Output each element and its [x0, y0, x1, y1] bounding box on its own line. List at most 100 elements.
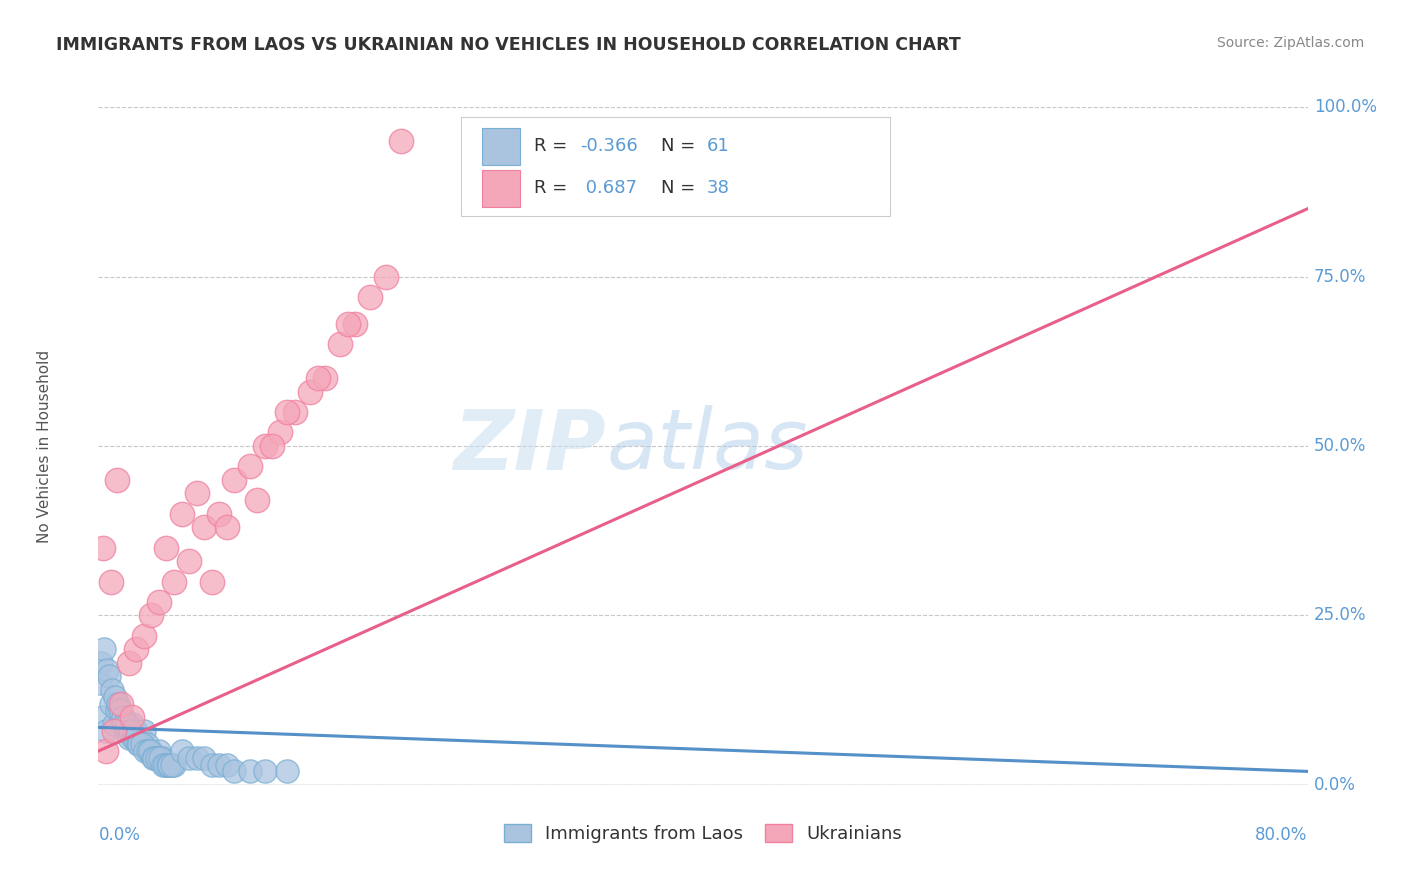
- Point: [93, 642, 115, 657]
- Point: [208, 507, 231, 521]
- Point: [314, 371, 336, 385]
- Point: [224, 764, 246, 779]
- Point: [129, 731, 152, 745]
- Point: [141, 608, 163, 623]
- Text: 38: 38: [707, 179, 730, 197]
- Point: [179, 751, 201, 765]
- Point: [215, 520, 238, 534]
- Point: [329, 337, 352, 351]
- Text: N =: N =: [661, 179, 700, 197]
- Point: [344, 317, 367, 331]
- Point: [201, 757, 224, 772]
- Point: [307, 371, 329, 385]
- Point: [124, 731, 146, 745]
- Point: [186, 751, 208, 765]
- Point: [91, 710, 114, 724]
- Point: [152, 757, 174, 772]
- Point: [94, 723, 117, 738]
- Point: [208, 757, 231, 772]
- Point: [100, 697, 122, 711]
- Point: [110, 710, 132, 724]
- Point: [149, 751, 172, 765]
- Text: ZIP: ZIP: [454, 406, 606, 486]
- Text: -0.366: -0.366: [579, 137, 637, 155]
- Point: [105, 473, 128, 487]
- Point: [136, 744, 159, 758]
- Point: [276, 764, 298, 779]
- Point: [132, 629, 155, 643]
- Point: [276, 405, 298, 419]
- Point: [104, 690, 127, 704]
- Text: IMMIGRANTS FROM LAOS VS UKRAINIAN NO VEHICLES IN HOUSEHOLD CORRELATION CHART: IMMIGRANTS FROM LAOS VS UKRAINIAN NO VEH…: [56, 36, 960, 54]
- Text: 50.0%: 50.0%: [1313, 437, 1367, 455]
- FancyBboxPatch shape: [482, 169, 520, 207]
- Point: [105, 703, 128, 717]
- Point: [162, 757, 184, 772]
- FancyBboxPatch shape: [461, 117, 890, 216]
- Point: [360, 290, 382, 304]
- Point: [115, 717, 138, 731]
- Point: [127, 737, 149, 751]
- Point: [128, 737, 150, 751]
- Point: [89, 676, 111, 690]
- Point: [246, 493, 269, 508]
- Text: 80.0%: 80.0%: [1256, 826, 1308, 844]
- Point: [143, 751, 166, 765]
- Text: 0.0%: 0.0%: [1313, 776, 1355, 794]
- Point: [150, 751, 173, 765]
- Point: [122, 731, 145, 745]
- Point: [374, 269, 396, 284]
- Point: [159, 757, 181, 772]
- Point: [121, 710, 143, 724]
- Point: [193, 751, 215, 765]
- Point: [132, 723, 155, 738]
- Point: [139, 744, 162, 758]
- Point: [179, 554, 201, 568]
- Point: [160, 757, 183, 772]
- Point: [186, 486, 208, 500]
- Point: [118, 731, 141, 745]
- Point: [145, 751, 167, 765]
- Point: [90, 656, 112, 670]
- Point: [110, 697, 132, 711]
- Point: [112, 717, 135, 731]
- Point: [262, 439, 284, 453]
- Point: [125, 723, 148, 738]
- Point: [100, 574, 122, 589]
- Point: [284, 405, 307, 419]
- Text: 100.0%: 100.0%: [1313, 98, 1376, 116]
- Point: [120, 723, 142, 738]
- Point: [91, 541, 114, 555]
- Point: [153, 757, 176, 772]
- Point: [114, 723, 136, 738]
- Point: [103, 717, 125, 731]
- Point: [170, 744, 193, 758]
- Point: [155, 541, 177, 555]
- Text: 25.0%: 25.0%: [1313, 607, 1367, 624]
- Text: 0.687: 0.687: [579, 179, 637, 197]
- Legend: Immigrants from Laos, Ukrainians: Immigrants from Laos, Ukrainians: [496, 817, 910, 850]
- Point: [141, 744, 163, 758]
- Point: [336, 317, 359, 331]
- Text: Source: ZipAtlas.com: Source: ZipAtlas.com: [1216, 36, 1364, 50]
- Text: atlas: atlas: [606, 406, 808, 486]
- FancyBboxPatch shape: [482, 128, 520, 165]
- Point: [121, 717, 143, 731]
- Point: [156, 757, 179, 772]
- Text: 0.0%: 0.0%: [98, 826, 141, 844]
- Point: [98, 669, 121, 683]
- Point: [108, 703, 131, 717]
- Point: [111, 710, 134, 724]
- Point: [239, 459, 262, 474]
- Point: [201, 574, 224, 589]
- Point: [299, 384, 322, 399]
- Text: R =: R =: [534, 137, 572, 155]
- Point: [163, 574, 186, 589]
- Point: [131, 737, 153, 751]
- Point: [163, 757, 186, 772]
- Point: [107, 697, 129, 711]
- Point: [389, 134, 412, 148]
- Point: [135, 737, 157, 751]
- Point: [170, 507, 193, 521]
- Text: R =: R =: [534, 179, 572, 197]
